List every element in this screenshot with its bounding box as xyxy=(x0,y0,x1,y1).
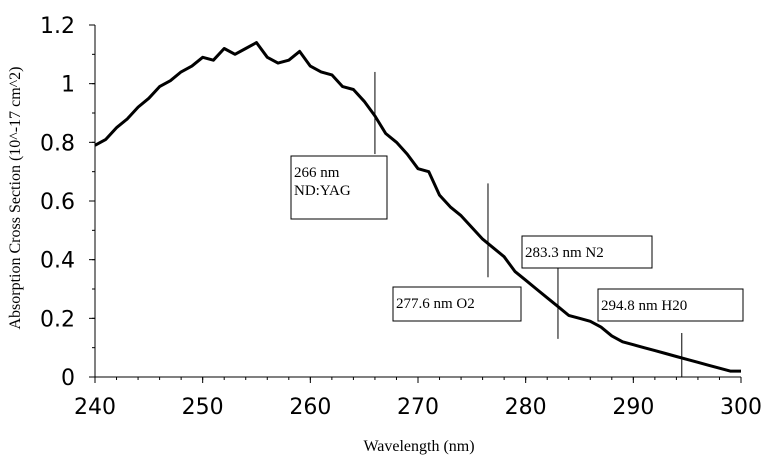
annotation-box xyxy=(521,235,653,269)
x-tick-label: 250 xyxy=(182,395,224,420)
annotation-label: 277.6 nm O2 xyxy=(396,296,475,312)
series-line xyxy=(94,41,741,373)
y-tick-label: 0.4 xyxy=(40,249,75,274)
annotation-box xyxy=(392,286,522,322)
x-axis-title: Wavelength (nm) xyxy=(363,438,474,455)
x-tick-label: 240 xyxy=(74,395,116,420)
annotation-label: 283.3 nm N2 xyxy=(525,245,604,261)
annotation-label: ND:YAG xyxy=(294,183,351,199)
x-tick-label: 290 xyxy=(612,395,654,420)
y-tick-label: 1.2 xyxy=(40,14,75,39)
annotation-label: 294.8 nm H20 xyxy=(601,298,687,314)
annotations: 266 nm ND:YAG 277.6 nm O2 283.3 nm N2 294.8 … xyxy=(290,71,744,377)
y-tick-label: 0.2 xyxy=(40,307,75,332)
y-tick-label: 1 xyxy=(61,73,75,98)
annotation-box xyxy=(290,155,388,220)
annotation-label: 266 nm xyxy=(294,165,340,181)
minor-ticks xyxy=(92,24,742,380)
x-tick-label: 300 xyxy=(720,395,762,420)
x-tick-label: 260 xyxy=(289,395,331,420)
axes xyxy=(94,25,741,378)
y-axis-title: Absorption Cross Section (10^-17 cm^2) xyxy=(7,67,24,330)
x-tick-label: 270 xyxy=(397,395,439,420)
y-tick-label: 0.8 xyxy=(40,131,75,156)
y-tick-labels: 0 0.2 0.4 0.6 0.8 1 1.2 xyxy=(40,14,95,391)
y-tick-label: 0.6 xyxy=(40,190,75,215)
annotation-box xyxy=(597,288,744,322)
x-tick-labels: 240 250 260 270 280 290 300 xyxy=(74,377,762,420)
x-tick-label: 280 xyxy=(505,395,547,420)
y-tick-label: 0 xyxy=(61,366,75,391)
